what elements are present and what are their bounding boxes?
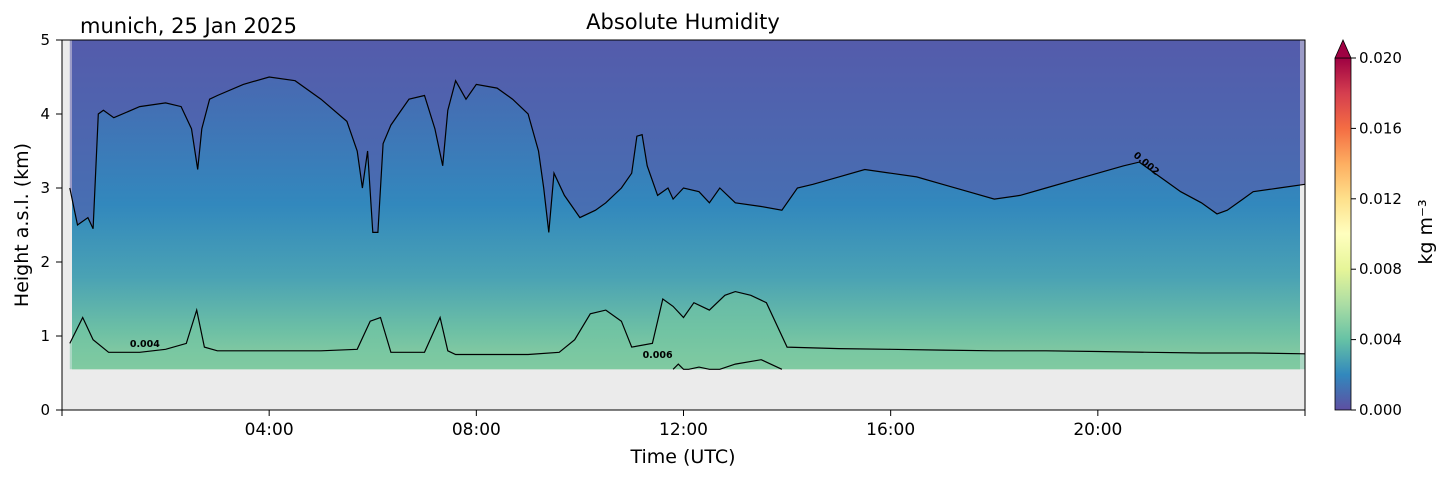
y-tick-label: 0 [40,401,50,419]
y-tick-label: 2 [40,253,50,271]
contour-label: 0.006 [643,350,673,361]
x-tick-label: 04:00 [245,420,294,440]
colorbar-tick-label: 0.008 [1359,260,1402,278]
y-tick-label: 1 [40,327,50,345]
contour-label: 0.004 [130,339,160,350]
colorbar-ticks: 0.000 0.004 0.008 0.012 0.016 0.020 [1351,49,1402,419]
x-axis-label: Time (UTC) [629,446,735,468]
colorbar-tick-label: 0.004 [1359,331,1402,349]
x-tick-label: 08:00 [452,420,501,440]
colorbar-extend-arrow [1334,39,1352,59]
colorbar: 0.000 0.004 0.008 0.012 0.016 0.020 kg m⁻³ [1334,39,1437,419]
chart-title: Absolute Humidity [586,10,780,34]
contour-lines [69,76,1305,370]
x-tick-label: 12:00 [659,420,708,440]
x-tick-label: 16:00 [866,420,915,440]
colorbar-label: kg m⁻³ [1415,199,1437,264]
colorbar-tick-label: 0.012 [1359,190,1402,208]
humidity-field-structure [69,40,1305,370]
y-tick-label: 3 [40,179,50,197]
x-tick-label: 20:00 [1073,420,1122,440]
colorbar-body [1334,57,1352,411]
x-axis-ticks: 04:00 08:00 12:00 16:00 20:00 [61,410,1306,440]
colorbar-tick-label: 0.016 [1359,119,1402,137]
dry-upper-region [69,40,1305,233]
contour-0004-km-line [69,290,1305,356]
y-tick-label: 5 [40,31,50,49]
y-axis-ticks: 0 1 2 3 4 5 [40,31,62,419]
colorbar-tick-label: 0.000 [1359,401,1402,419]
location-label: munich, 25 Jan 2025 [80,14,297,38]
y-axis-label: Height a.s.l. (km) [11,143,33,307]
contour-0002-km-line [69,76,1305,233]
contour-0006-km-line [672,359,783,370]
moist-lower-region [69,291,1305,370]
y-tick-label: 4 [40,105,50,123]
colorbar-tick-label: 0.020 [1359,49,1402,67]
